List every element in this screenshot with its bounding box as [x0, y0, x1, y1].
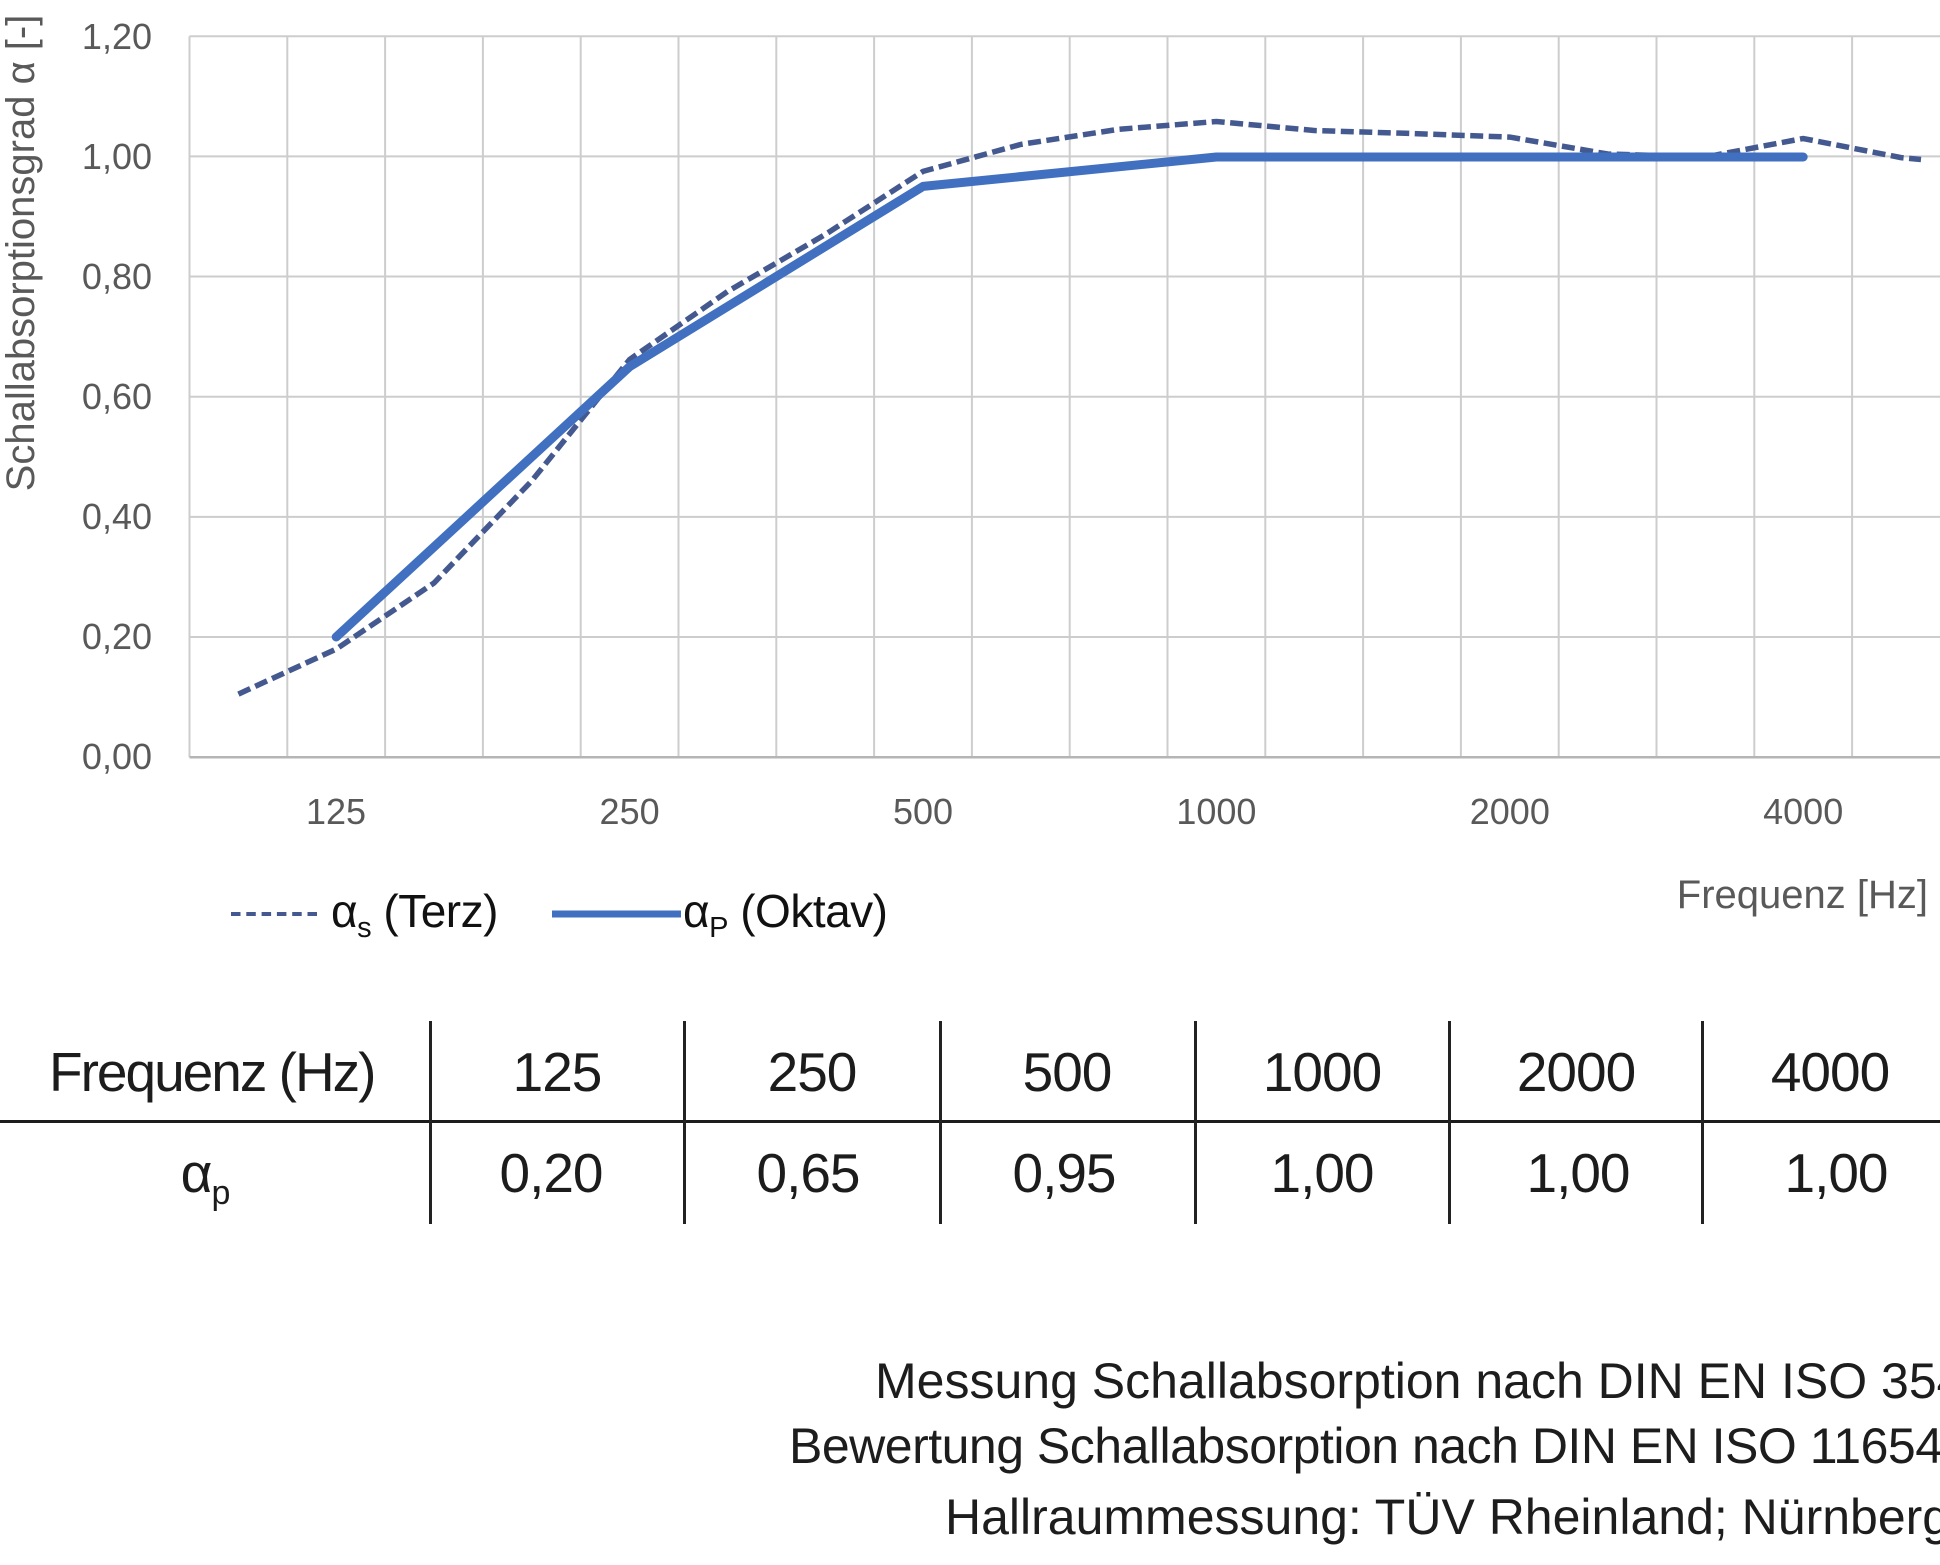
svg-text:Schallabsorptionsgrad α [-]: Schallabsorptionsgrad α [-]	[0, 15, 43, 492]
svg-text:αs (Terz): αs (Terz)	[331, 885, 498, 944]
svg-text:Frequenz [Hz]: Frequenz [Hz]	[1677, 873, 1928, 917]
svg-text:αP (Oktav): αP (Oktav)	[683, 885, 888, 944]
svg-text:250: 250	[600, 791, 660, 832]
svg-text:4000: 4000	[1763, 791, 1843, 832]
svg-text:1,20: 1,20	[82, 16, 152, 57]
svg-text:0,20: 0,20	[82, 616, 152, 657]
svg-text:1000: 1000	[1176, 791, 1256, 832]
svg-text:125: 125	[306, 791, 366, 832]
svg-text:2000: 2000	[1470, 791, 1550, 832]
svg-text:0,40: 0,40	[82, 496, 152, 537]
svg-text:0,80: 0,80	[82, 256, 152, 297]
svg-text:0,00: 0,00	[82, 736, 152, 777]
svg-text:0,60: 0,60	[82, 376, 152, 417]
svg-text:1,00: 1,00	[82, 136, 152, 177]
svg-text:500: 500	[893, 791, 953, 832]
